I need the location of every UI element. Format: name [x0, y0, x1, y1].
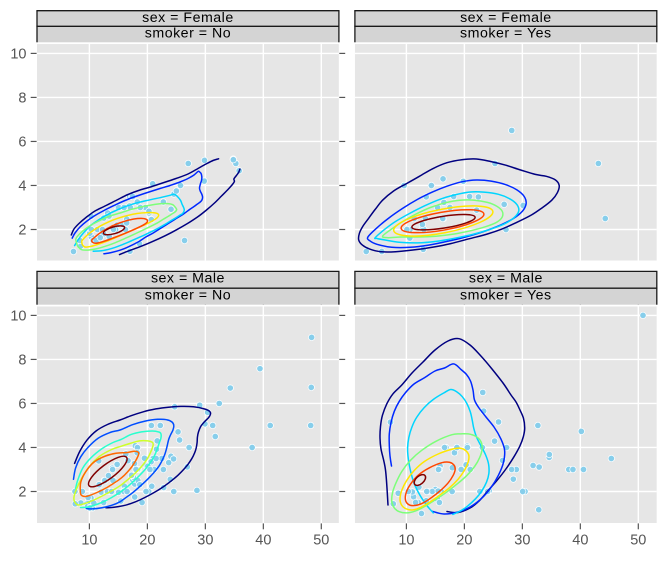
- svg-text:10: 10: [398, 533, 414, 549]
- svg-text:30: 30: [197, 533, 213, 549]
- svg-text:10: 10: [81, 533, 97, 549]
- svg-text:50: 50: [630, 533, 646, 549]
- svg-text:50: 50: [313, 533, 329, 549]
- svg-text:30: 30: [514, 533, 530, 549]
- svg-text:sex = Female: sex = Female: [460, 10, 552, 26]
- svg-text:6: 6: [18, 397, 26, 413]
- svg-text:40: 40: [255, 533, 271, 549]
- svg-text:10: 10: [10, 47, 26, 63]
- svg-text:smoker = Yes: smoker = Yes: [460, 25, 552, 41]
- svg-text:4: 4: [18, 441, 26, 457]
- svg-text:2: 2: [18, 223, 26, 239]
- svg-text:smoker = No: smoker = No: [145, 25, 231, 41]
- svg-text:20: 20: [139, 533, 155, 549]
- svg-text:sex = Male: sex = Male: [151, 271, 225, 287]
- svg-text:10: 10: [10, 309, 26, 325]
- svg-text:40: 40: [572, 533, 588, 549]
- svg-text:sex = Female: sex = Female: [142, 10, 234, 26]
- svg-text:6: 6: [18, 135, 26, 151]
- svg-text:4: 4: [18, 179, 26, 195]
- svg-text:smoker = No: smoker = No: [145, 287, 231, 303]
- svg-text:20: 20: [456, 533, 472, 549]
- svg-text:2: 2: [18, 485, 26, 501]
- svg-text:sex = Male: sex = Male: [469, 271, 543, 287]
- svg-text:8: 8: [18, 91, 26, 107]
- svg-text:8: 8: [18, 353, 26, 369]
- svg-text:smoker = Yes: smoker = Yes: [460, 287, 552, 303]
